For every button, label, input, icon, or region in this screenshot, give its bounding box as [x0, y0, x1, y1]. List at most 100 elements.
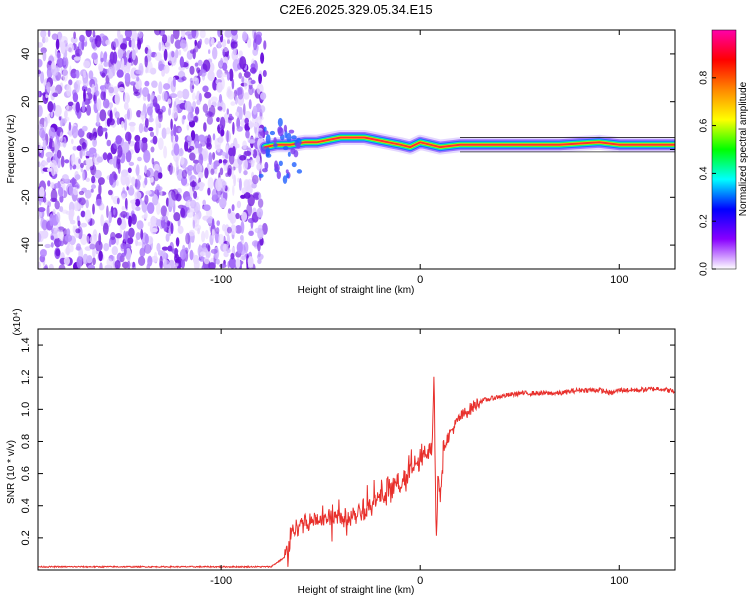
heatmap-noise-blob — [246, 203, 253, 217]
heatmap-noise-blob — [206, 137, 210, 143]
heatmap-noise-blob — [192, 48, 196, 60]
heatmap-noise-blob — [49, 213, 54, 227]
heatmap-noise-blob — [247, 256, 254, 268]
heatmap-noise-blob — [86, 104, 91, 116]
heatmap-noise-blob — [176, 90, 183, 99]
heatmap-noise-blob — [124, 118, 127, 131]
heatmap-noise-blob — [42, 196, 47, 203]
heatmap-noise-blob — [170, 130, 174, 143]
heatmap-noise-blob — [215, 258, 220, 265]
heatmap-noise-blob — [95, 198, 103, 207]
heatmap-ridge-blob — [265, 134, 271, 144]
y-tick-label: -40 — [20, 237, 32, 253]
heatmap-noise-blob — [193, 202, 201, 214]
heatmap-noise-blob — [60, 36, 68, 45]
heatmap-noise-blob — [194, 39, 197, 47]
heatmap-noise-blob — [99, 85, 105, 91]
heatmap-noise-blob — [228, 147, 234, 157]
heatmap-noise-blob — [193, 159, 199, 164]
heatmap-noise-blob — [242, 158, 248, 171]
heatmap-noise-blob — [114, 93, 121, 105]
heatmap-noise-blob — [141, 87, 150, 97]
heatmap-noise-blob — [198, 144, 202, 155]
heatmap-noise-blob — [43, 121, 47, 132]
heatmap-noise-blob — [190, 130, 196, 141]
heatmap-noise-blob — [71, 177, 76, 188]
heatmap-noise-blob — [38, 42, 43, 48]
heatmap-noise-blob — [97, 125, 104, 137]
heatmap-noise-blob — [52, 92, 58, 98]
heatmap-noise-blob — [236, 143, 240, 149]
heatmap-noise-blob — [116, 117, 120, 125]
heatmap-noise-blob — [81, 142, 87, 150]
heatmap-noise-blob — [117, 30, 121, 39]
heatmap-noise-blob — [219, 197, 227, 209]
heatmap-noise-blob — [198, 153, 204, 166]
heatmap-noise-blob — [173, 212, 181, 222]
heatmap-noise-blob — [127, 237, 134, 245]
heatmap-noise-blob — [129, 184, 134, 194]
heatmap-noise-blob — [232, 46, 238, 56]
heatmap-noise-blob — [61, 209, 68, 214]
heatmap-noise-blob — [170, 34, 175, 44]
y-tick-label: 0.8 — [20, 434, 32, 449]
heatmap-noise-blob — [46, 205, 50, 217]
heatmap-ridge-blob — [260, 146, 267, 155]
heatmap-noise-blob — [230, 30, 238, 36]
heatmap-noise-blob — [147, 221, 152, 227]
heatmap-noise-blob — [123, 247, 127, 256]
heatmap-noise-blob — [74, 203, 82, 210]
heatmap-noise-blob — [127, 167, 132, 174]
heatmap-noise-blob — [64, 234, 73, 243]
heatmap-noise-blob — [140, 228, 144, 240]
heatmap-noise-blob — [91, 175, 96, 184]
heatmap-noise-blob — [175, 156, 179, 168]
heatmap-noise-blob — [204, 167, 209, 179]
heatmap-noise-blob — [202, 59, 211, 72]
heatmap-noise-blob — [94, 151, 97, 158]
y-tick-label: 1.4 — [20, 337, 32, 352]
heatmap-noise-blob — [68, 121, 72, 131]
heatmap-noise-blob — [122, 141, 130, 153]
heatmap-noise-blob — [99, 262, 103, 269]
heatmap-noise-blob — [253, 31, 257, 44]
heatmap-noise-blob — [124, 174, 132, 185]
heatmap-noise-blob — [50, 163, 56, 177]
heatmap-noise-blob — [226, 248, 231, 253]
heatmap-noise-blob — [120, 43, 127, 50]
heatmap-noise-blob — [80, 210, 86, 218]
heatmap-noise-blob — [53, 102, 56, 112]
heatmap-noise-blob — [225, 172, 229, 177]
heatmap-noise-blob — [218, 159, 223, 164]
heatmap-noise-blob — [180, 207, 186, 218]
heatmap-noise-blob — [85, 177, 91, 182]
heatmap-noise-blob — [243, 92, 250, 100]
heatmap-noise-blob — [128, 161, 135, 166]
heatmap-noise-blob — [62, 118, 67, 124]
heatmap-noise-blob — [188, 229, 195, 237]
heatmap-noise-blob — [127, 260, 131, 269]
heatmap-noise-blob — [191, 30, 197, 39]
heatmap-noise-blob — [64, 110, 68, 119]
heatmap-noise-blob — [171, 188, 179, 201]
heatmap-noise-blob — [132, 32, 139, 38]
colorbar-tick-label: 0.0 — [699, 262, 710, 276]
heatmap-ridge-blob — [273, 142, 278, 148]
heatmap-noise-blob — [153, 170, 160, 182]
heatmap-noise-blob — [257, 130, 264, 139]
heatmap-noise-blob — [95, 83, 99, 93]
heatmap-noise-blob — [128, 121, 136, 127]
heatmap-noise-blob — [219, 116, 226, 130]
heatmap-noise-blob — [50, 242, 54, 248]
heatmap-noise-blob — [90, 188, 94, 193]
heatmap-noise-blob — [217, 106, 223, 111]
heatmap-noise-blob — [137, 156, 142, 162]
heatmap-noise-blob — [241, 211, 248, 222]
heatmap-noise-blob — [84, 209, 92, 223]
heatmap-noise-blob — [181, 176, 188, 186]
heatmap-noise-blob — [258, 73, 262, 85]
heatmap-noise-blob — [247, 37, 252, 49]
heatmap-noise-blob — [119, 224, 123, 235]
heatmap-noise-blob — [166, 210, 169, 217]
heatmap-noise-blob — [240, 234, 244, 241]
